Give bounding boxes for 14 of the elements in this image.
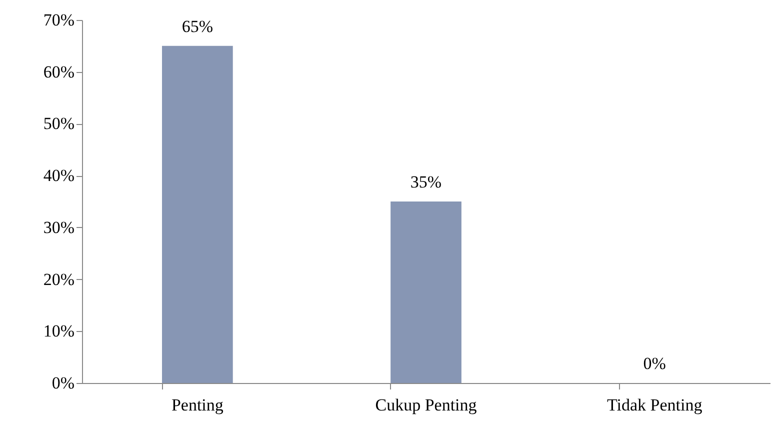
data-label: 35% xyxy=(410,172,442,192)
y-tick-label: 0% xyxy=(52,374,74,392)
y-tick-label: 20% xyxy=(43,270,74,289)
y-tick-label: 50% xyxy=(43,114,74,134)
data-label: 0% xyxy=(643,354,666,373)
x-tick-label: Penting xyxy=(171,396,224,414)
y-tick-label: 40% xyxy=(43,166,74,186)
x-tick-label: Tidak Penting xyxy=(606,396,703,414)
y-tick-label: 70% xyxy=(43,10,74,30)
x-tick-label: Cukup Penting xyxy=(375,396,478,414)
y-tick-label: 30% xyxy=(43,218,74,237)
data-label: 65% xyxy=(182,16,214,36)
y-tick-label: 60% xyxy=(43,62,74,82)
y-tick-label: 10% xyxy=(43,322,74,341)
